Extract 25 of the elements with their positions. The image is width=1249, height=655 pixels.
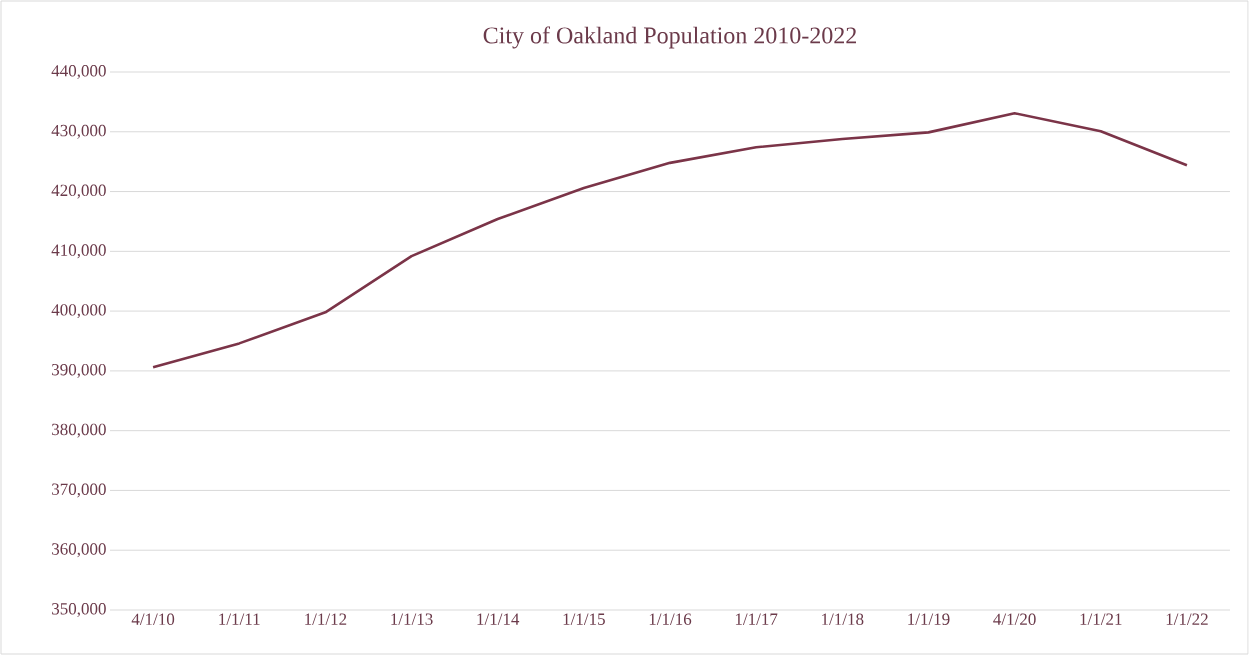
x-tick-label: 1/1/19 <box>908 613 950 625</box>
x-tick-label: 1/1/12 <box>305 613 347 625</box>
x-tick-label: 4/1/10 <box>131 613 175 625</box>
y-tick-label: 420,000 <box>51 184 106 199</box>
y-tick-label: 350,000 <box>52 603 106 617</box>
y-tick-label: 410,000 <box>51 244 106 259</box>
x-tick-label: 1/1/14 <box>477 613 520 625</box>
x-tick-label: 1/1/13 <box>391 613 433 625</box>
y-tick-label: 390,000 <box>52 363 106 378</box>
x-tick-label: 1/1/16 <box>649 613 692 625</box>
y-tick-label: 430,000 <box>51 124 106 139</box>
x-tick-label: 1/1/15 <box>563 613 605 625</box>
x-tick-label: 1/1/21 <box>1080 613 1122 625</box>
y-tick-label: 400,000 <box>51 304 106 319</box>
y-tick-label: 380,000 <box>52 423 106 438</box>
line-series <box>151 111 1189 369</box>
y-tick-label: 370,000 <box>52 483 106 498</box>
x-tick-label: 1/1/11 <box>219 613 260 625</box>
x-tick-label: 1/1/18 <box>822 613 864 625</box>
y-tick-label: 360,000 <box>52 543 106 558</box>
x-tick-label: 1/1/22 <box>1166 613 1208 625</box>
x-tick-label: 4/1/20 <box>993 613 1036 625</box>
y-tick-label: 440,000 <box>51 65 106 79</box>
x-tick-label: 1/1/17 <box>735 613 778 625</box>
chart-title: City of Oakland Population 2010-2022 <box>483 26 856 49</box>
